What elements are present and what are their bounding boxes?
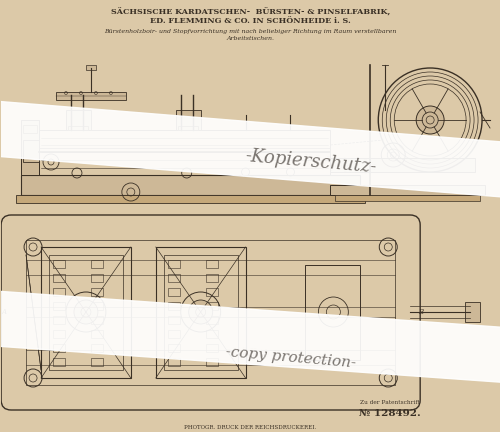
Bar bbox=[53, 274, 65, 282]
Bar bbox=[53, 358, 65, 366]
Bar bbox=[168, 274, 179, 282]
Bar bbox=[336, 195, 480, 201]
Text: Zu der Patentschrift: Zu der Patentschrift bbox=[360, 400, 420, 405]
Bar bbox=[91, 330, 103, 338]
Bar bbox=[206, 288, 218, 296]
Text: SÄCHSISCHE KARDATSCHEN-  BÜRSTEN- & PINSELFABRIK,: SÄCHSISCHE KARDATSCHEN- BÜRSTEN- & PINSE… bbox=[111, 8, 390, 16]
Bar bbox=[168, 358, 179, 366]
Bar bbox=[53, 260, 65, 268]
Bar bbox=[39, 130, 331, 175]
Bar bbox=[21, 120, 39, 175]
Bar bbox=[206, 260, 218, 268]
Bar bbox=[91, 274, 103, 282]
Circle shape bbox=[74, 300, 98, 324]
Bar bbox=[306, 265, 360, 360]
Polygon shape bbox=[0, 100, 500, 200]
Bar bbox=[176, 110, 201, 130]
Bar bbox=[206, 358, 218, 366]
Text: B: B bbox=[418, 308, 424, 316]
Bar bbox=[53, 344, 65, 352]
Bar bbox=[26, 240, 395, 385]
Bar bbox=[56, 92, 126, 100]
Bar bbox=[23, 140, 39, 162]
Text: PHOTOGR. DRUCK DER REICHSDRUCKEREI.: PHOTOGR. DRUCK DER REICHSDRUCKEREI. bbox=[184, 425, 316, 430]
Circle shape bbox=[416, 106, 444, 134]
Bar bbox=[360, 185, 380, 197]
Bar bbox=[330, 185, 485, 195]
Bar bbox=[168, 344, 179, 352]
Bar bbox=[91, 288, 103, 296]
Bar bbox=[168, 302, 179, 310]
Bar bbox=[91, 358, 103, 366]
Bar bbox=[168, 330, 179, 338]
Bar bbox=[206, 316, 218, 324]
Text: ED. FLEMMING & CO. IN SCHÖNHEIDE i. S.: ED. FLEMMING & CO. IN SCHÖNHEIDE i. S. bbox=[150, 17, 351, 25]
Bar bbox=[68, 126, 88, 130]
Bar bbox=[49, 255, 123, 370]
Bar bbox=[53, 302, 65, 310]
Bar bbox=[53, 288, 65, 296]
Text: -Kopierschutz-: -Kopierschutz- bbox=[244, 147, 377, 177]
Bar bbox=[330, 158, 475, 172]
Bar bbox=[178, 126, 198, 130]
Bar bbox=[86, 65, 96, 70]
Bar bbox=[66, 110, 91, 130]
Bar bbox=[168, 288, 179, 296]
Bar bbox=[91, 260, 103, 268]
Text: A: A bbox=[1, 308, 6, 316]
Bar bbox=[91, 344, 103, 352]
Bar bbox=[53, 316, 65, 324]
Bar bbox=[206, 274, 218, 282]
Text: Bürstenholzboir- und Stopfvorrichtung mit nach beliebiger Richtung im Raum verst: Bürstenholzboir- und Stopfvorrichtung mi… bbox=[104, 29, 397, 34]
Bar bbox=[21, 175, 360, 195]
Bar bbox=[91, 302, 103, 310]
Bar bbox=[16, 195, 366, 203]
Bar bbox=[164, 255, 238, 370]
Text: -copy protection-: -copy protection- bbox=[224, 345, 356, 371]
Bar bbox=[91, 316, 103, 324]
Bar bbox=[206, 302, 218, 310]
Bar bbox=[168, 316, 179, 324]
Bar bbox=[41, 247, 131, 378]
Bar bbox=[156, 247, 246, 378]
Bar bbox=[206, 344, 218, 352]
Circle shape bbox=[188, 300, 212, 324]
Text: № 128492.: № 128492. bbox=[360, 409, 421, 418]
Polygon shape bbox=[0, 290, 500, 385]
Text: Arbeitstischen.: Arbeitstischen. bbox=[226, 36, 274, 41]
Bar bbox=[53, 330, 65, 338]
Bar bbox=[168, 260, 179, 268]
Bar bbox=[23, 125, 37, 133]
Bar bbox=[465, 302, 480, 322]
Bar bbox=[206, 330, 218, 338]
